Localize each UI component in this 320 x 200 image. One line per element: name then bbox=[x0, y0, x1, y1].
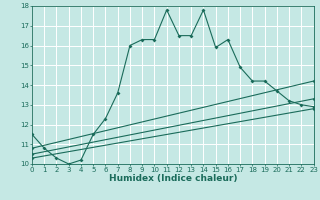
X-axis label: Humidex (Indice chaleur): Humidex (Indice chaleur) bbox=[108, 174, 237, 183]
